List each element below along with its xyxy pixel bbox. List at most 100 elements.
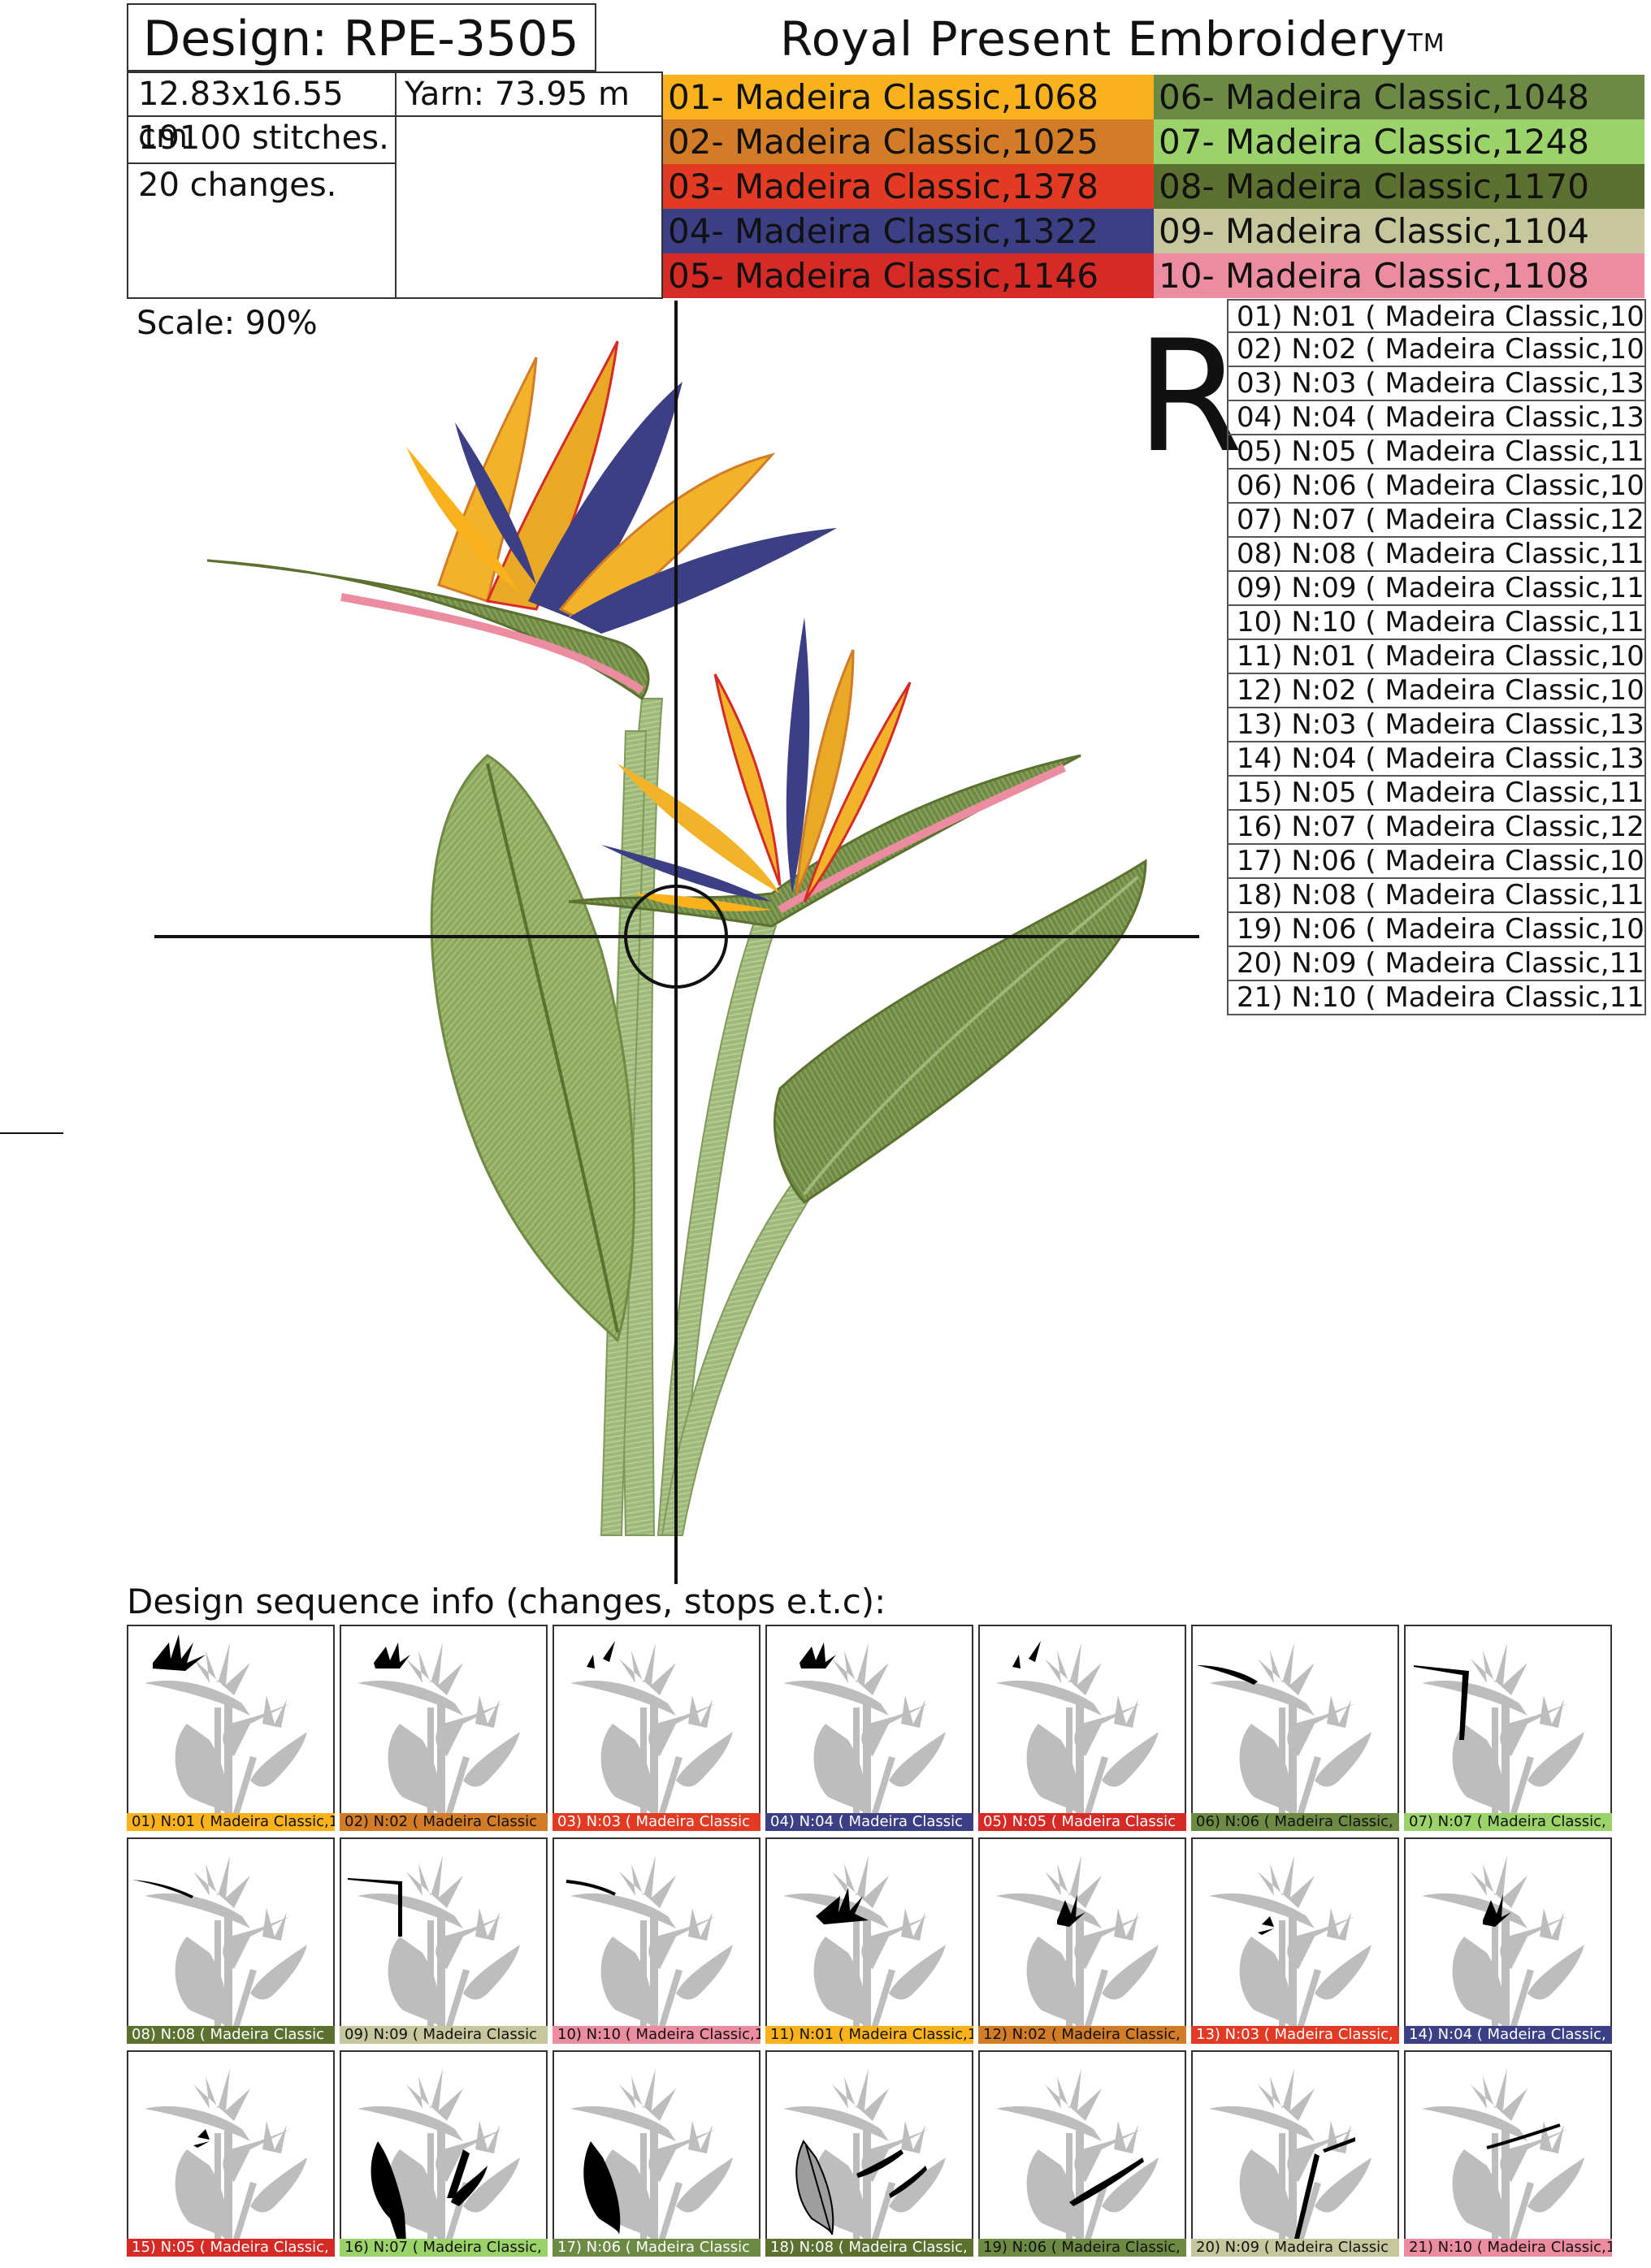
thumbnail-label: 14) N:04 ( Madeira Classic, bbox=[1404, 2026, 1612, 2044]
thumbnail-preview bbox=[1191, 1837, 1399, 2044]
sequence-item: 11) N:01 ( Madeira Classic,1068) bbox=[1227, 640, 1646, 674]
sequence-item: 15) N:05 ( Madeira Classic,1146) bbox=[1227, 777, 1646, 811]
palette-swatch-7: 07- Madeira Classic,1248 bbox=[1154, 119, 1644, 164]
thumbnail-preview bbox=[340, 1837, 548, 2044]
leaves bbox=[430, 754, 1147, 1343]
sequence-item: 20) N:09 ( Madeira Classic,1104) bbox=[1227, 947, 1646, 981]
thumbnail-preview bbox=[552, 2050, 760, 2257]
thumbnail-label: 09) N:09 ( Madeira Classic bbox=[340, 2026, 548, 2044]
palette-swatch-3: 03- Madeira Classic,1378 bbox=[663, 164, 1154, 209]
thumbnail-label: 08) N:08 ( Madeira Classic bbox=[127, 2026, 335, 2044]
spec-right-column: Yarn: 73.95 m bbox=[396, 73, 661, 297]
sequence-thumbnail: 06) N:06 ( Madeira Classic, bbox=[1191, 1625, 1399, 1833]
thumbnail-preview bbox=[340, 1625, 548, 1831]
thumbnail-preview bbox=[1191, 2050, 1399, 2257]
palette-swatch-4: 04- Madeira Classic,1322 bbox=[663, 209, 1154, 253]
palette-swatch-8: 08- Madeira Classic,1170 bbox=[1154, 164, 1644, 209]
sequence-thumbnail: 08) N:08 ( Madeira Classic bbox=[127, 1837, 335, 2045]
sequence-item: 16) N:07 ( Madeira Classic,1248) bbox=[1227, 811, 1646, 845]
thumbnail-preview bbox=[978, 1837, 1186, 2044]
sequence-thumbnail: 20) N:09 ( Madeira Classic bbox=[1191, 2050, 1399, 2258]
thumbnail-preview bbox=[765, 1625, 973, 1831]
reference-mark: R bbox=[1136, 307, 1244, 487]
thumbnail-preview bbox=[1191, 1625, 1399, 1831]
trademark-mark: TM bbox=[1407, 29, 1445, 58]
thumbnail-preview bbox=[127, 2050, 335, 2257]
thumbnail-label: 02) N:02 ( Madeira Classic bbox=[340, 1813, 548, 1831]
sequence-item: 04) N:04 ( Madeira Classic,1322) bbox=[1227, 401, 1646, 435]
sequence-thumbnail: 16) N:07 ( Madeira Classic, bbox=[340, 2050, 548, 2258]
thumbnail-label: 04) N:04 ( Madeira Classic bbox=[765, 1813, 973, 1831]
spec-changes: 20 changes. bbox=[138, 167, 337, 204]
thumbnail-preview bbox=[978, 2050, 1186, 2257]
thumbnail-label: 07) N:07 ( Madeira Classic, bbox=[1404, 1813, 1612, 1831]
palette-swatch-5: 05- Madeira Classic,1146 bbox=[663, 253, 1154, 298]
thumbnail-preview bbox=[127, 1837, 335, 2044]
palette-swatch-9: 09- Madeira Classic,1104 bbox=[1154, 209, 1644, 253]
spec-stitches: 19100 stitches. bbox=[128, 117, 395, 164]
bird-of-paradise-flower-2 bbox=[568, 617, 1081, 928]
thumbnail-label: 10) N:10 ( Madeira Classic,1 bbox=[552, 2026, 760, 2044]
center-crosshair bbox=[154, 301, 1199, 1584]
thumbnail-label: 11) N:01 ( Madeira Classic,1( bbox=[765, 2026, 973, 2044]
sequence-thumbnail: 18) N:08 ( Madeira Classic, bbox=[765, 2050, 973, 2258]
sequence-thumbnails: 01) N:01 ( Madeira Classic,1 02) N:02 ( M… bbox=[127, 1625, 1612, 2258]
thumbnail-label: 06) N:06 ( Madeira Classic, bbox=[1191, 1813, 1399, 1831]
sequence-thumbnail: 11) N:01 ( Madeira Classic,1( bbox=[765, 1837, 973, 2045]
sequence-thumbnail: 12) N:02 ( Madeira Classic, bbox=[978, 1837, 1186, 2045]
sequence-item: 03) N:03 ( Madeira Classic,1378) bbox=[1227, 367, 1646, 401]
spec-table: 12.83x16.55 cm 19100 stitches. 20 change… bbox=[127, 71, 663, 299]
sequence-item: 13) N:03 ( Madeira Classic,1378) bbox=[1227, 708, 1646, 742]
sequence-thumbnail: 03) N:03 ( Madeira Classic bbox=[552, 1625, 760, 1833]
thumbnail-label: 05) N:05 ( Madeira Classic bbox=[978, 1813, 1186, 1831]
spec-left-column: 12.83x16.55 cm 19100 stitches. 20 change… bbox=[128, 73, 396, 297]
spec-size: 12.83x16.55 cm bbox=[128, 73, 395, 155]
brand-text: Royal Present Embroidery bbox=[780, 11, 1408, 67]
sequence-thumbnail: 17) N:06 ( Madeira Classic bbox=[552, 2050, 760, 2258]
sequence-thumbnail: 15) N:05 ( Madeira Classic, bbox=[127, 2050, 335, 2258]
thumbnail-preview bbox=[1404, 1625, 1612, 1831]
sequence-item: 05) N:05 ( Madeira Classic,1146) bbox=[1227, 435, 1646, 470]
color-sequence-list: 01) N:01 ( Madeira Classic,1068) 02) N:02… bbox=[1227, 299, 1646, 1015]
sequence-item: 02) N:02 ( Madeira Classic,1025) bbox=[1227, 333, 1646, 367]
palette-swatch-2: 02- Madeira Classic,1025 bbox=[663, 119, 1154, 164]
thumbnail-label: 17) N:06 ( Madeira Classic bbox=[552, 2239, 760, 2257]
sequence-thumbnail: 09) N:09 ( Madeira Classic bbox=[340, 1837, 548, 2045]
embroidery-artwork bbox=[154, 301, 1199, 1584]
side-tick-mark bbox=[0, 1132, 63, 1134]
sequence-item: 10) N:10 ( Madeira Classic,1108) bbox=[1227, 606, 1646, 640]
sequence-item: 08) N:08 ( Madeira Classic,1170) bbox=[1227, 538, 1646, 572]
thumbnail-preview bbox=[340, 2050, 548, 2257]
brand-name: Royal Present EmbroideryTM bbox=[780, 6, 1445, 71]
sequence-heading: Design sequence info (changes, stops e.t… bbox=[127, 1582, 886, 1621]
sequence-thumbnail: 13) N:03 ( Madeira Classic, bbox=[1191, 1837, 1399, 2045]
thumbnail-label: 15) N:05 ( Madeira Classic, bbox=[127, 2239, 335, 2257]
sequence-item: 09) N:09 ( Madeira Classic,1104) bbox=[1227, 572, 1646, 606]
thumbnail-label: 21) N:10 ( Madeira Classic,1 bbox=[1404, 2239, 1612, 2257]
sequence-item: 18) N:08 ( Madeira Classic,1170) bbox=[1227, 879, 1646, 913]
sequence-thumbnail: 05) N:05 ( Madeira Classic bbox=[978, 1625, 1186, 1833]
sequence-item: 01) N:01 ( Madeira Classic,1068) bbox=[1227, 299, 1646, 333]
thumbnail-label: 16) N:07 ( Madeira Classic, bbox=[340, 2239, 548, 2257]
thumbnail-label: 01) N:01 ( Madeira Classic,1 bbox=[127, 1813, 335, 1831]
thumbnail-label: 03) N:03 ( Madeira Classic bbox=[552, 1813, 760, 1831]
design-title: Design: RPE-3505 bbox=[127, 3, 596, 71]
palette-swatch-1: 01- Madeira Classic,1068 bbox=[663, 75, 1154, 119]
sequence-item: 14) N:04 ( Madeira Classic,1322) bbox=[1227, 742, 1646, 777]
sequence-item: 12) N:02 ( Madeira Classic,1025) bbox=[1227, 674, 1646, 708]
sequence-item: 07) N:07 ( Madeira Classic,1248) bbox=[1227, 504, 1646, 538]
sequence-thumbnail: 07) N:07 ( Madeira Classic, bbox=[1404, 1625, 1612, 1833]
thumbnail-label: 18) N:08 ( Madeira Classic, bbox=[765, 2239, 973, 2257]
sequence-item: 21) N:10 ( Madeira Classic,1108) bbox=[1227, 981, 1646, 1015]
spec-yarn: Yarn: 73.95 m bbox=[396, 73, 661, 117]
thread-palette: 01- Madeira Classic,1068 02- Madeira Clas… bbox=[663, 75, 1644, 299]
thumbnail-preview bbox=[1404, 1837, 1612, 2044]
thumbnail-preview bbox=[552, 1837, 760, 2044]
sequence-thumbnail: 10) N:10 ( Madeira Classic,1 bbox=[552, 1837, 760, 2045]
sequence-thumbnail: 14) N:04 ( Madeira Classic, bbox=[1404, 1837, 1612, 2045]
palette-swatch-10: 10- Madeira Classic,1108 bbox=[1154, 253, 1644, 298]
sequence-item: 17) N:06 ( Madeira Classic,1048) bbox=[1227, 845, 1646, 879]
scale-label: Scale: 90% bbox=[136, 305, 318, 342]
sequence-thumbnail: 01) N:01 ( Madeira Classic,1 bbox=[127, 1625, 335, 1833]
thumbnail-preview bbox=[978, 1625, 1186, 1831]
